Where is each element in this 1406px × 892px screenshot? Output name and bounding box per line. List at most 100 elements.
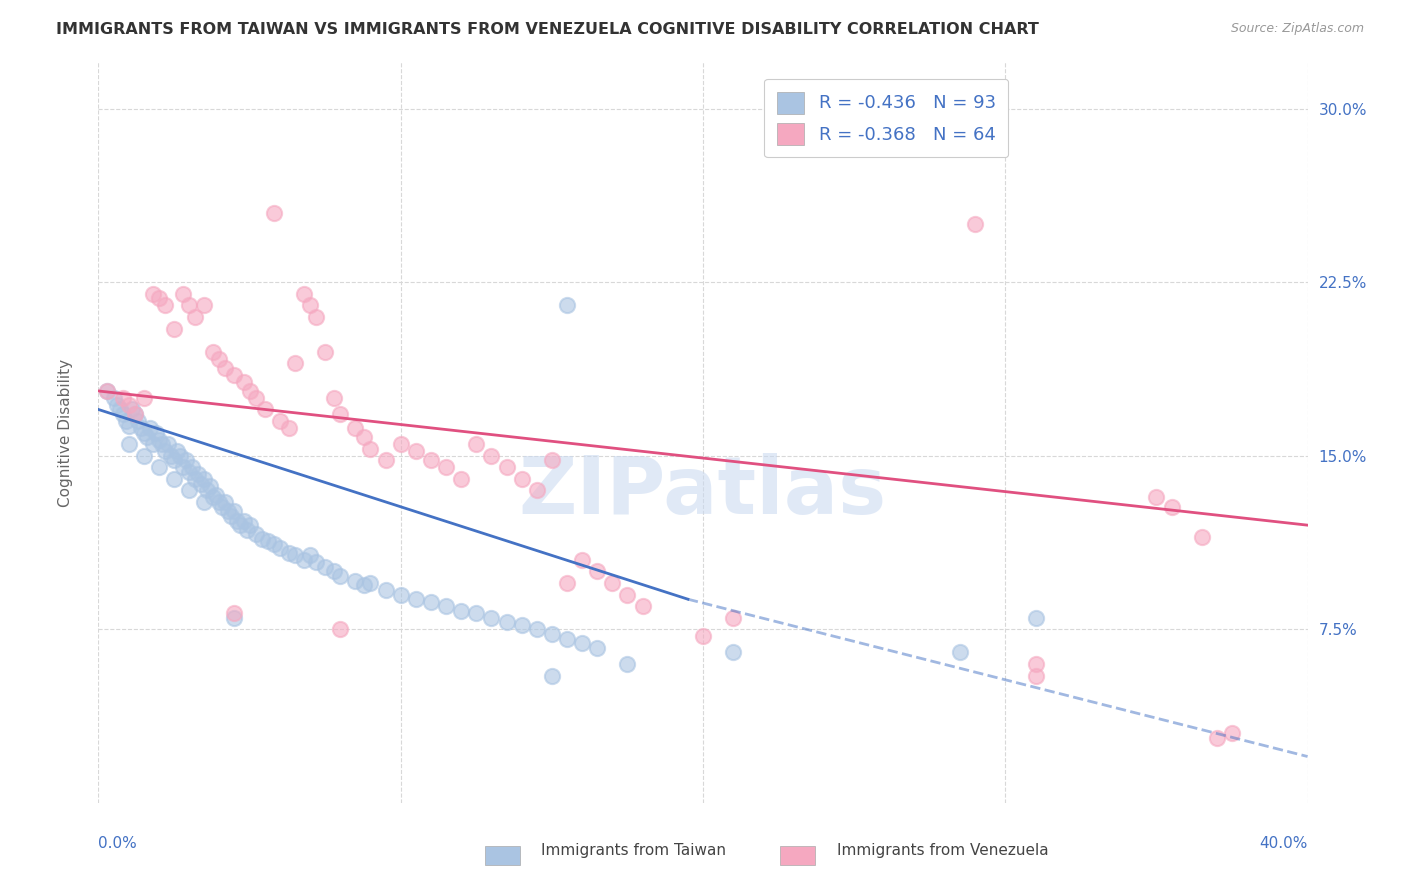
Text: ZIPatlas: ZIPatlas <box>519 453 887 531</box>
Point <box>224 610 246 624</box>
Point <box>305 555 328 569</box>
Point <box>314 559 336 574</box>
Point <box>184 310 207 324</box>
Point <box>1191 530 1213 544</box>
Point <box>202 344 225 359</box>
Point <box>184 472 207 486</box>
Point <box>305 310 328 324</box>
Point <box>96 384 118 398</box>
Point <box>329 622 352 636</box>
Point <box>169 449 191 463</box>
Point <box>344 574 367 588</box>
Point <box>181 460 204 475</box>
Point <box>269 414 291 428</box>
Point <box>195 483 218 498</box>
Point <box>132 449 155 463</box>
Point <box>250 532 273 546</box>
Point <box>232 375 254 389</box>
Point <box>277 546 299 560</box>
Point <box>495 460 517 475</box>
Point <box>166 444 188 458</box>
Point <box>374 582 396 597</box>
Point <box>111 407 134 421</box>
Point <box>510 472 533 486</box>
Point <box>153 298 176 312</box>
Point <box>949 645 972 659</box>
Point <box>292 553 315 567</box>
Point <box>389 588 412 602</box>
Point <box>121 402 143 417</box>
Point <box>208 495 231 509</box>
Text: 0.0%: 0.0% <box>98 836 138 851</box>
Point <box>314 344 336 359</box>
Point <box>292 286 315 301</box>
Point <box>299 548 322 562</box>
Text: 40.0%: 40.0% <box>1260 836 1308 851</box>
Point <box>172 286 194 301</box>
Point <box>127 414 149 428</box>
Point <box>374 453 396 467</box>
Point <box>239 384 262 398</box>
Point <box>1206 731 1229 745</box>
Point <box>1144 491 1167 505</box>
Point <box>232 514 254 528</box>
Point <box>135 430 157 444</box>
Point <box>263 536 285 550</box>
Point <box>465 437 488 451</box>
Point <box>360 442 382 456</box>
Point <box>329 569 352 583</box>
Point <box>555 576 578 591</box>
Point <box>124 407 146 421</box>
Point <box>965 218 987 232</box>
Point <box>193 472 215 486</box>
Point <box>450 604 472 618</box>
Point <box>156 437 179 451</box>
Text: Immigrants from Taiwan: Immigrants from Taiwan <box>541 843 727 857</box>
Point <box>224 368 246 382</box>
Point <box>145 425 167 440</box>
Point <box>481 449 503 463</box>
Point <box>245 527 267 541</box>
Point <box>245 391 267 405</box>
Point <box>132 391 155 405</box>
Point <box>163 321 186 335</box>
Point <box>139 421 162 435</box>
Text: Source: ZipAtlas.com: Source: ZipAtlas.com <box>1230 22 1364 36</box>
Point <box>329 407 352 421</box>
Point <box>631 599 654 614</box>
Point <box>540 627 562 641</box>
Point <box>555 298 578 312</box>
Point <box>160 449 183 463</box>
Text: Immigrants from Venezuela: Immigrants from Venezuela <box>837 843 1049 857</box>
Point <box>253 402 276 417</box>
Point <box>586 565 609 579</box>
Point <box>450 472 472 486</box>
Point <box>692 629 714 643</box>
Point <box>179 483 201 498</box>
Point <box>229 518 252 533</box>
Point <box>132 425 155 440</box>
Point <box>481 610 503 624</box>
Point <box>163 453 186 467</box>
Point <box>105 398 128 412</box>
Point <box>1160 500 1182 514</box>
Point <box>200 479 222 493</box>
Point <box>148 433 170 447</box>
Point <box>360 576 382 591</box>
Point <box>153 444 176 458</box>
Point <box>174 453 197 467</box>
Point <box>389 437 412 451</box>
Point <box>148 292 170 306</box>
Point <box>555 632 578 646</box>
Point <box>540 668 562 682</box>
Point <box>187 467 209 482</box>
Point <box>1024 657 1046 671</box>
Point <box>239 518 262 533</box>
Point <box>226 514 249 528</box>
Point <box>353 430 375 444</box>
Point <box>465 606 488 620</box>
Point <box>616 588 638 602</box>
Point <box>434 599 457 614</box>
Point <box>256 534 278 549</box>
Point <box>205 488 228 502</box>
